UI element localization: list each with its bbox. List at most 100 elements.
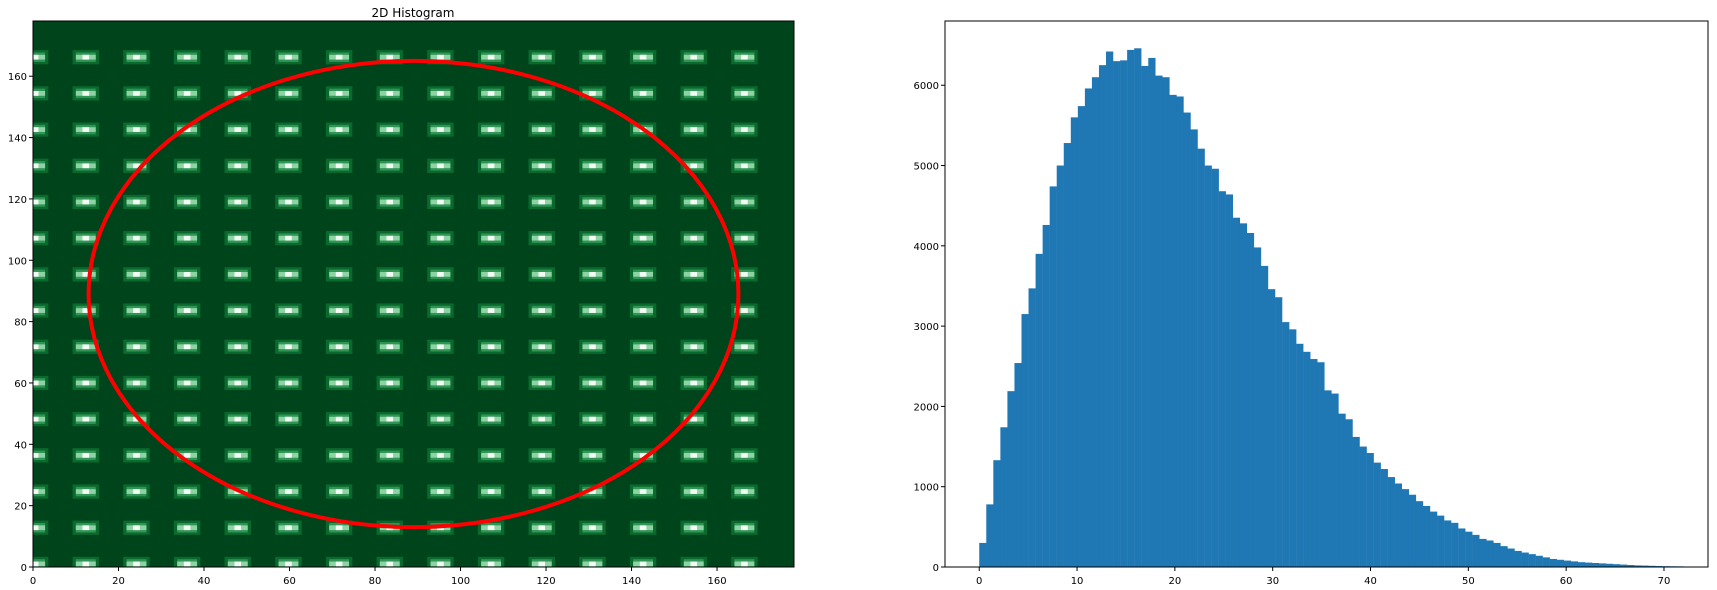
histogram-bar: [1331, 393, 1339, 567]
heatmap-cell: [639, 344, 647, 350]
heatmap-cell-cluster: [275, 194, 302, 210]
heatmap-cell-cluster: [680, 122, 707, 137]
heatmap-cell-cluster: [579, 231, 606, 246]
heatmap-background: [33, 21, 794, 567]
heatmap-cell: [639, 308, 647, 313]
histogram-bar: [1141, 65, 1149, 567]
heatmap-cell-cluster: [579, 412, 606, 427]
heatmap-cell: [741, 380, 748, 386]
heatmap-cell: [133, 561, 140, 567]
y-tick-label: 160: [8, 72, 27, 83]
heatmap-cell-cluster: [325, 484, 353, 499]
heatmap-cell: [386, 163, 394, 169]
heatmap-cell-cluster: [173, 303, 201, 318]
heatmap-cell: [285, 561, 292, 567]
heatmap-cell: [741, 127, 748, 132]
x-tick-label: 70: [1658, 576, 1671, 587]
heatmap-cell: [133, 416, 140, 422]
heatmap-cell: [234, 452, 242, 458]
heatmap-cell-cluster: [528, 86, 556, 101]
heatmap-cell-cluster: [325, 412, 353, 427]
histogram-bar: [1303, 351, 1311, 567]
chart-title: 2D Histogram: [372, 6, 455, 20]
heatmap-cell-cluster: [376, 303, 404, 318]
heatmap-cell: [133, 91, 140, 96]
heatmap-cell-cluster: [376, 194, 404, 210]
heatmap-cell: [335, 127, 343, 132]
histogram-bar: [1535, 555, 1543, 567]
heatmap-cell: [437, 199, 444, 205]
histogram-bar: [1556, 559, 1565, 567]
heatmap-cell: [335, 199, 343, 205]
heatmap-cell-cluster: [275, 375, 302, 391]
heatmap-cell-cluster: [123, 556, 150, 567]
heatmap-cell-cluster: [275, 86, 302, 101]
heatmap-cell-cluster: [427, 556, 454, 567]
heatmap-cell-cluster: [72, 231, 100, 246]
heatmap-cell: [589, 452, 596, 458]
heatmap-cell-cluster: [123, 448, 150, 463]
heatmap-cell-cluster: [579, 50, 606, 65]
histogram-panel: 0 10 20 30 40 50 60 70 0 1000 2000 3000 4000 5000 600…: [914, 20, 1709, 587]
heatmap-cell-cluster: [680, 231, 707, 246]
heatmap-cell: [234, 525, 242, 531]
heatmap-cell: [690, 199, 698, 205]
heatmap-cell-cluster: [477, 412, 505, 427]
x-tick-label: 30: [1266, 576, 1279, 587]
heatmap-cell: [741, 525, 748, 531]
heatmap-cell-cluster: [275, 303, 302, 318]
heatmap-cell-cluster: [731, 339, 758, 354]
histogram-bar: [1317, 362, 1325, 567]
x-tick-label: 20: [1169, 576, 1182, 587]
histogram-bar: [1415, 501, 1424, 567]
heatmap-cell: [335, 380, 343, 386]
heatmap-cell-cluster: [123, 303, 150, 318]
heatmap-cell: [437, 91, 444, 96]
heatmap-cell: [285, 489, 292, 494]
heatmap-cell: [133, 380, 140, 386]
heatmap-cell-cluster: [528, 412, 556, 427]
heatmap-cell: [639, 489, 647, 494]
heatmap-cell-cluster: [224, 122, 252, 137]
heatmap-cell: [335, 452, 343, 458]
heatmap-cell: [285, 271, 292, 277]
heatmap-cell: [234, 163, 242, 169]
heatmap-cell: [285, 452, 292, 458]
heatmap-x-axis: 0 20 40 60 80 100 120 140 160: [30, 567, 727, 587]
heatmap-cell: [183, 416, 191, 422]
x-tick-label: 0: [30, 576, 36, 587]
heatmap-cell-cluster: [731, 375, 758, 391]
heatmap-cell-cluster: [376, 122, 404, 137]
heatmap-cell: [285, 344, 292, 350]
heatmap-cell: [335, 308, 343, 313]
histogram-bar: [1021, 314, 1029, 567]
heatmap-cell-cluster: [275, 158, 302, 173]
heatmap-cell-cluster: [629, 484, 657, 499]
ellipse-overlay: [86, 58, 741, 530]
heatmap-cell-cluster: [731, 520, 758, 535]
heatmap-cell-cluster: [427, 339, 454, 354]
heatmap-cell-cluster: [72, 556, 100, 567]
heatmap-cell-cluster: [427, 303, 454, 318]
heatmap-cell-cluster: [275, 520, 302, 535]
histogram-bar: [1289, 329, 1297, 567]
histogram-bar: [1042, 224, 1050, 567]
heatmap-cell-cluster: [325, 339, 353, 354]
heatmap-cell: [437, 235, 444, 241]
histogram-bar: [1162, 77, 1170, 568]
heatmap-cell-cluster: [33, 520, 49, 535]
heatmap-cell: [33, 163, 46, 169]
heatmap-cell-cluster: [680, 86, 707, 101]
heatmap-cell-cluster: [427, 267, 454, 282]
heatmap-cell-cluster: [731, 194, 758, 210]
heatmap-cell: [335, 489, 343, 494]
heatmap-cell: [234, 127, 242, 132]
heatmap-cell: [386, 91, 394, 96]
x-tick-label: 0: [976, 576, 982, 587]
histogram-bar: [1591, 562, 1600, 567]
heatmap-cell: [183, 308, 191, 313]
heatmap-cell-cluster: [173, 520, 201, 535]
heatmap-cell: [285, 235, 292, 241]
y-tick-label: 60: [14, 379, 27, 390]
heatmap-cell: [589, 271, 596, 277]
